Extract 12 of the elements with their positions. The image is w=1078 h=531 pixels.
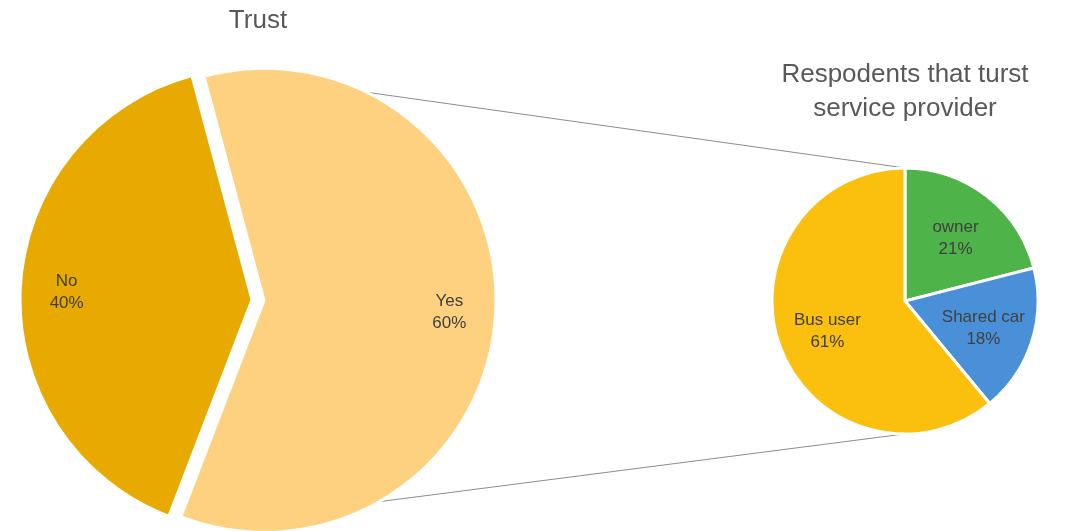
data-label: 18% bbox=[966, 329, 1001, 349]
data-label: 21% bbox=[938, 238, 973, 258]
data-label: 40% bbox=[49, 292, 84, 312]
slice-label: Bus user bbox=[793, 309, 862, 329]
data-label: 61% bbox=[810, 331, 845, 351]
slice-label: Yes bbox=[435, 291, 464, 311]
chart-title: Trust bbox=[228, 4, 288, 34]
slice-label: owner bbox=[932, 216, 980, 236]
slice-label: Shared car bbox=[941, 307, 1026, 327]
slice-label: No bbox=[55, 270, 78, 290]
chart-title: Respodents that turst service provider bbox=[781, 58, 1030, 122]
data-label: 60% bbox=[432, 313, 467, 333]
